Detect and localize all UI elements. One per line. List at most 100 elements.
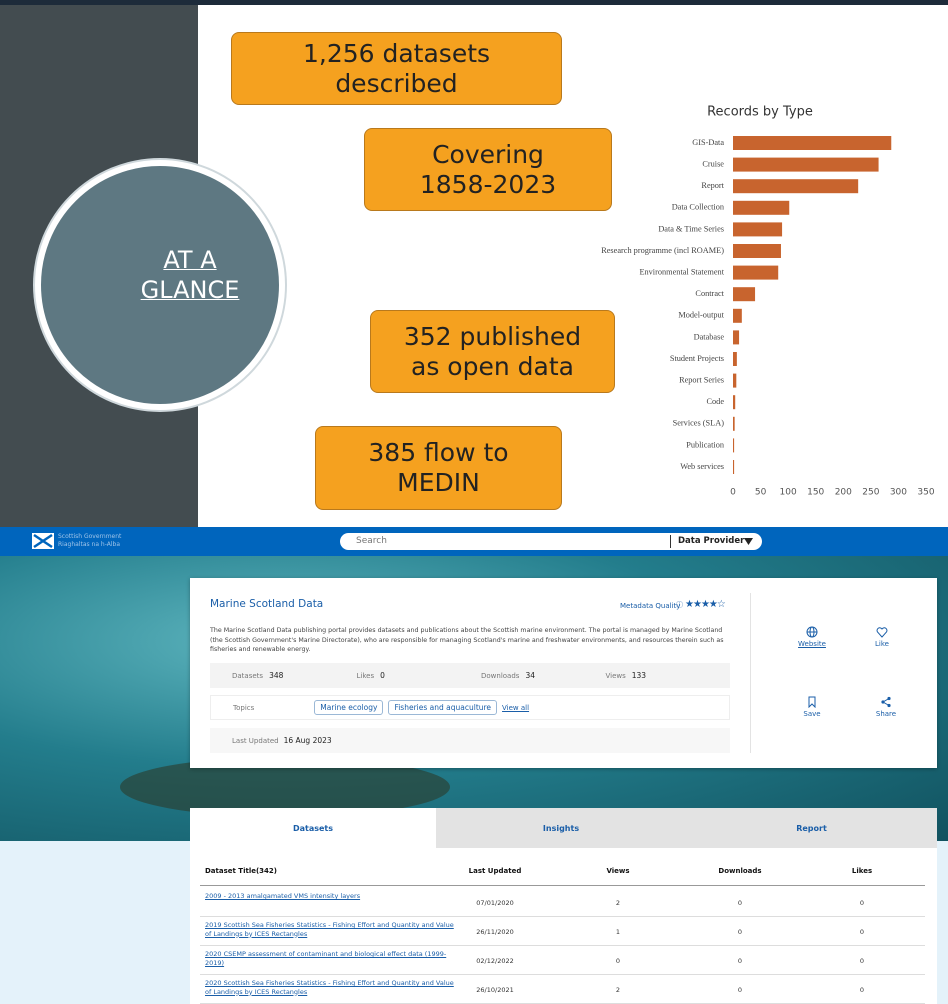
bar (733, 244, 781, 258)
stat: Views133 (606, 671, 731, 680)
bar (733, 179, 858, 193)
y-tick-label: Contract (695, 289, 724, 298)
x-tick-label: 350 (917, 488, 934, 498)
bar (733, 201, 789, 215)
column-header: Dataset Title(342) (205, 867, 455, 875)
y-tick-label: Services (SLA) (673, 419, 725, 428)
y-tick-label: Data Collection (672, 203, 725, 212)
y-tick-label: Report (701, 181, 724, 190)
stat: Downloads 34 (481, 671, 606, 680)
bar (733, 438, 734, 452)
action-label: Save (787, 710, 837, 718)
updated-date: 16 Aug 2023 (284, 736, 332, 745)
stat-value: 34 (525, 671, 535, 680)
bar (733, 460, 734, 474)
bar (733, 395, 735, 409)
stat-label: Downloads (481, 672, 519, 680)
row-rule (200, 945, 925, 946)
table-cell: 0 (578, 957, 658, 966)
action-label: Like (857, 640, 907, 648)
table-cell: 0 (822, 957, 902, 966)
column-header: Views (578, 867, 658, 875)
table-cell: 0 (700, 986, 780, 995)
globe-icon (806, 626, 818, 638)
tab-active[interactable]: Datasets (190, 808, 436, 848)
y-tick-label: GIS-Data (692, 138, 724, 147)
bookmark-icon (806, 696, 818, 708)
card-title: Marine Scotland Data (210, 598, 323, 610)
info-icon: ⓘ (676, 600, 683, 610)
bar (733, 222, 782, 236)
header-rule (200, 885, 925, 886)
provider-button[interactable]: Data Provider (678, 536, 744, 546)
tab[interactable]: Report (686, 808, 937, 848)
topic-chip[interactable]: Marine ecology (314, 700, 383, 715)
y-tick-label: Research programme (incl ROAME) (601, 246, 724, 255)
y-tick-label: Code (706, 397, 724, 406)
dataset-link[interactable]: 2020 Scottish Sea Fisheries Statistics -… (205, 979, 455, 996)
slide: AT A GLANCE 1,256 datasets described Cov… (0, 0, 948, 527)
bar (733, 309, 742, 323)
bar (733, 136, 891, 150)
x-tick-label: 200 (835, 488, 852, 498)
star-filled: ★ (701, 599, 709, 610)
y-tick-label: Student Projects (670, 354, 724, 363)
topics-label: Topics (233, 704, 254, 712)
dropdown-arrow (744, 538, 753, 545)
tab[interactable]: Insights (436, 808, 686, 848)
bar (733, 417, 735, 431)
stat-label: Likes (357, 672, 375, 680)
datasets-table: Dataset Title(342)Last Updated Views Downl… (190, 848, 937, 1004)
flag-logo (32, 533, 54, 549)
y-tick-label: Publication (686, 440, 725, 449)
column-header: Last Updated (455, 867, 535, 875)
table-cell: 0 (822, 986, 902, 995)
dataset-link[interactable]: 2019 Scottish Sea Fisheries Statistics -… (205, 921, 455, 938)
table-cell: 2 (578, 899, 658, 908)
bar (733, 266, 778, 280)
column-header: Downloads (700, 867, 780, 875)
quality-label: Metadata Quality (620, 602, 680, 610)
star-filled: ★ (685, 599, 693, 610)
table-cell: 0 (700, 899, 780, 908)
x-tick-label: 50 (755, 488, 767, 498)
table-cell: 0 (700, 928, 780, 937)
row-rule (200, 916, 925, 917)
like-action[interactable]: Like (857, 626, 907, 648)
dataset-link[interactable]: 2020 CSEMP assessment of contaminant and… (205, 950, 455, 967)
stat: Likes0 (357, 671, 482, 680)
star-filled: ★ (709, 599, 717, 610)
chart: Records by Type 050100150200250300350GIS… (0, 0, 948, 527)
table-cell: 26/11/2020 (455, 928, 535, 937)
y-tick-label: Cruise (702, 160, 724, 169)
star-filled: ★ (693, 599, 701, 610)
table-cell: 0 (822, 928, 902, 937)
row-rule (200, 974, 925, 975)
logo-line: Scottish Government (58, 533, 121, 541)
table-cell: 26/10/2021 (455, 986, 535, 995)
table-cell: 2 (578, 986, 658, 995)
card-divider (750, 593, 751, 753)
heart-icon (876, 626, 888, 638)
x-tick-label: 100 (780, 488, 797, 498)
stat-value: 133 (632, 671, 646, 680)
column-header: Likes (822, 867, 902, 875)
website-action[interactable]: Website (787, 626, 837, 648)
save-action[interactable]: Save (787, 696, 837, 718)
topic-chip[interactable]: Fisheries and aquaculture (388, 700, 497, 715)
page: AT A GLANCE 1,256 datasets described Cov… (0, 0, 948, 1004)
topics-row: Topics Marine ecology Fisheries and aquac… (210, 695, 730, 720)
website: Scottish GovernmentRiaghaltas na h-Alba … (0, 527, 948, 1004)
y-tick-label: Environmental Statement (639, 268, 724, 277)
bar (733, 330, 739, 344)
dataset-link[interactable]: 2009 - 2013 amalgamated VMS intensity la… (205, 892, 455, 901)
logo-line: Riaghaltas na h-Alba (58, 541, 121, 549)
table-cell: 0 (822, 899, 902, 908)
search-box[interactable]: Search Data Provider (340, 533, 762, 550)
table-cell: 1 (578, 928, 658, 937)
view-all-link[interactable]: View all (502, 704, 529, 712)
topics-list: Marine ecology Fisheries and aquaculture V… (314, 700, 529, 715)
share-action[interactable]: Share (861, 696, 911, 718)
